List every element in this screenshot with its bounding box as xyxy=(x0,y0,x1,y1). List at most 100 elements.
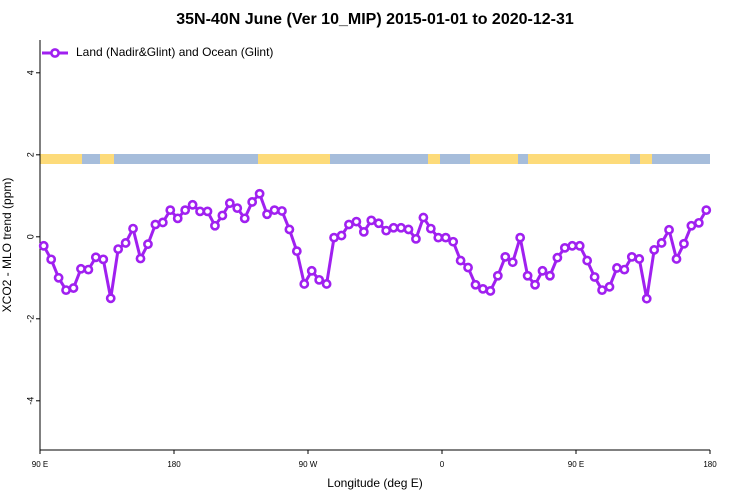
data-point xyxy=(470,279,481,290)
data-point xyxy=(582,255,593,266)
data-point xyxy=(195,206,205,217)
data-point xyxy=(574,240,585,251)
x-axis-label: Longitude (deg E) xyxy=(327,476,422,490)
data-point xyxy=(135,253,146,264)
data-point xyxy=(344,219,354,230)
data-point xyxy=(262,209,272,220)
data-point xyxy=(403,224,414,235)
x-tick-label: 180 xyxy=(703,460,717,469)
land-band xyxy=(640,154,652,164)
land-band xyxy=(428,154,440,164)
data-point xyxy=(61,285,71,295)
data-point xyxy=(693,217,704,228)
data-point xyxy=(180,205,191,216)
legend-label: Land (Nadir&Glint) and Ocean (Glint) xyxy=(76,45,273,59)
data-point xyxy=(277,206,287,216)
data-point xyxy=(388,222,399,233)
data-point xyxy=(366,215,377,226)
data-point xyxy=(649,245,660,255)
data-point xyxy=(634,254,645,264)
data-point xyxy=(299,279,310,289)
land-band xyxy=(258,154,330,164)
data-point xyxy=(113,244,124,254)
land-band xyxy=(100,154,114,164)
data-point xyxy=(157,217,168,228)
legend-marker xyxy=(50,48,60,58)
y-tick-label: 4 xyxy=(25,70,35,75)
data-point xyxy=(90,252,101,263)
data-point xyxy=(53,272,64,283)
data-point xyxy=(425,223,436,234)
land-band xyxy=(528,154,630,164)
data-point xyxy=(537,265,548,276)
data-point xyxy=(500,251,511,262)
data-point xyxy=(232,203,243,213)
land-ocean-strip xyxy=(40,154,710,164)
data-point xyxy=(545,270,555,281)
x-tick-label: 90 W xyxy=(299,460,318,469)
data-point xyxy=(626,251,637,262)
data-point xyxy=(463,262,473,273)
land-band xyxy=(470,154,518,164)
data-point xyxy=(507,257,518,268)
data-point xyxy=(686,220,697,231)
data-point xyxy=(455,255,466,266)
data-point xyxy=(679,238,689,249)
data-point xyxy=(567,240,578,251)
data-point xyxy=(336,230,347,241)
data-point xyxy=(120,238,131,248)
data-point xyxy=(314,274,325,285)
data-point xyxy=(381,225,392,236)
data-point xyxy=(671,254,682,264)
data-point xyxy=(440,232,451,243)
data-point xyxy=(202,206,213,217)
data-point xyxy=(172,213,183,224)
data-point xyxy=(604,281,615,292)
data-point xyxy=(210,220,220,231)
data-point xyxy=(38,240,49,251)
data-point xyxy=(143,239,153,250)
y-axis-label: XCO2 - MLO trend (ppm) xyxy=(0,178,14,313)
data-point xyxy=(559,242,570,253)
data-point xyxy=(641,293,652,304)
data-point xyxy=(239,213,250,224)
data-point xyxy=(76,263,86,274)
legend: Land (Nadir&Glint) and Ocean (Glint) xyxy=(42,45,273,59)
x-tick-label: 90 E xyxy=(32,460,48,469)
data-point xyxy=(619,264,630,275)
data-point xyxy=(150,219,161,230)
data-point xyxy=(478,283,488,294)
data-point xyxy=(396,222,406,233)
data-point xyxy=(433,232,444,243)
data-point xyxy=(597,285,607,295)
x-tick-label: 180 xyxy=(167,460,181,469)
data-point xyxy=(217,210,228,221)
data-point xyxy=(411,233,421,244)
data-point xyxy=(515,232,526,243)
data-point xyxy=(351,216,362,227)
chart-title: 35N-40N June (Ver 10_MIP) 2015-01-01 to … xyxy=(176,11,574,28)
data-point xyxy=(321,279,332,289)
data-point xyxy=(247,197,258,207)
data-point xyxy=(165,205,176,216)
data-point xyxy=(98,254,109,265)
data-point xyxy=(589,272,600,282)
data-point xyxy=(552,252,563,263)
land-band xyxy=(40,154,82,164)
data-point xyxy=(373,218,384,229)
x-tick-label: 0 xyxy=(440,460,445,469)
y-tick-label: 2 xyxy=(25,152,35,157)
data-point xyxy=(522,270,533,281)
data-point xyxy=(83,264,94,275)
data-point xyxy=(492,270,503,281)
data-point xyxy=(254,188,265,199)
data-point xyxy=(187,199,198,210)
data-point xyxy=(284,224,295,235)
y-tick-label: -2 xyxy=(25,315,35,323)
data-point xyxy=(128,223,138,234)
data-point xyxy=(656,238,667,248)
y-tick-label: -4 xyxy=(25,397,35,405)
data-point xyxy=(46,254,57,265)
data-point xyxy=(664,224,674,235)
